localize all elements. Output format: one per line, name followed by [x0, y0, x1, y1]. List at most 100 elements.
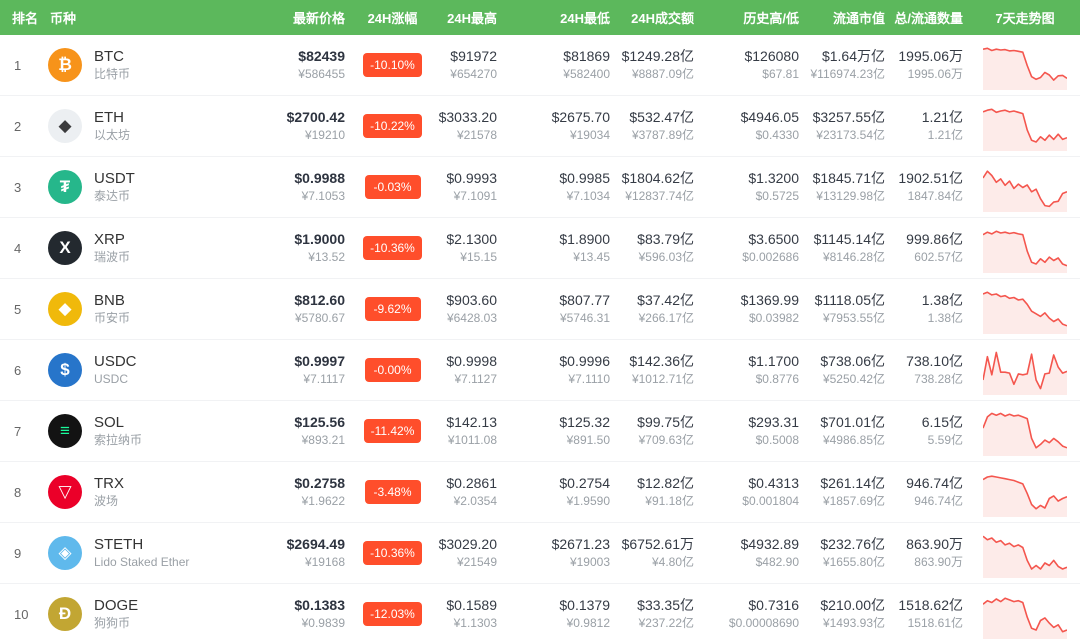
- table-row[interactable]: 9 ◈ STETH Lido Staked Ether $2694.49 ¥19…: [0, 523, 1080, 584]
- high-usd: $3029.20: [438, 536, 497, 553]
- table-body: 1 ₿ BTC 比特币 $82439 ¥586455 -10.10% $9197…: [0, 35, 1080, 643]
- coin-symbol: USDT: [94, 170, 135, 188]
- coin-cell[interactable]: $ USDC USDC: [40, 352, 280, 387]
- table-row[interactable]: 3 ₮ USDT 泰达币 $0.9988 ¥7.1053 -0.03% $0.9…: [0, 157, 1080, 218]
- volume-cny: ¥4.80亿: [651, 555, 694, 570]
- high-cny: ¥15.15: [460, 250, 497, 265]
- high-usd: $91972: [450, 48, 497, 65]
- coin-cell[interactable]: Ð DOGE 狗狗币: [40, 596, 280, 631]
- marketcap-usd: $232.76亿: [820, 536, 885, 553]
- volume-cny: ¥12837.74亿: [625, 189, 694, 204]
- coin-cell[interactable]: ₿ BTC 比特币: [40, 47, 280, 82]
- table-row[interactable]: 4 X XRP 瑞波币 $1.9000 ¥13.52 -10.36% $2.13…: [0, 218, 1080, 279]
- marketcap-cny: ¥13129.98亿: [816, 189, 885, 204]
- marketcap-cell: $1118.05亿 ¥7953.55亿: [805, 290, 890, 328]
- coin-cell[interactable]: ◆ ETH 以太坊: [40, 108, 280, 143]
- volume-usd: $142.36亿: [629, 353, 694, 370]
- marketcap-usd: $3257.55亿: [812, 109, 885, 126]
- volume-usd: $37.42亿: [637, 292, 694, 309]
- table-row[interactable]: 2 ◆ ETH 以太坊 $2700.42 ¥19210 -10.22% $303…: [0, 96, 1080, 157]
- supply-total: 946.74亿: [906, 475, 963, 492]
- marketcap-usd: $261.14亿: [820, 475, 885, 492]
- low-usd: $0.2754: [559, 475, 610, 492]
- 24h-low-cell: $0.9996 ¥7.1110: [505, 351, 615, 389]
- low-usd: $2675.70: [551, 109, 610, 126]
- rank: 1: [14, 57, 22, 73]
- coin-name: 以太坊: [94, 127, 131, 142]
- 24h-high-cell: $91972 ¥654270: [435, 46, 505, 84]
- coin-cell[interactable]: ₮ USDT 泰达币: [40, 169, 280, 204]
- coin-name: 瑞波币: [94, 249, 131, 264]
- history-high: $1.3200: [748, 170, 799, 187]
- low-cny: ¥1.9590: [566, 494, 610, 509]
- coin-symbol: STETH: [94, 536, 144, 554]
- table-row[interactable]: 10 Ð DOGE 狗狗币 $0.1383 ¥0.9839 -12.03% $0…: [0, 584, 1080, 643]
- 24h-volume-cell: $37.42亿 ¥266.17亿: [615, 290, 700, 328]
- coin-cell[interactable]: ◈ STETH Lido Staked Ether: [40, 535, 280, 570]
- low-usd: $81869: [563, 48, 610, 65]
- 7d-sparkline-chart: [970, 162, 1080, 212]
- volume-usd: $12.82亿: [637, 475, 694, 492]
- 24h-high-cell: $0.1589 ¥1.1303: [435, 595, 505, 633]
- history-low: $0.5725: [755, 189, 799, 204]
- table-header: 排名 币种 最新价格 24H涨幅 24H最高 24H最低 24H成交额 历史高/…: [0, 0, 1080, 35]
- low-cny: ¥13.45: [573, 250, 610, 265]
- table-row[interactable]: 8 ▽ TRX 波场 $0.2758 ¥1.9622 -3.48% $0.286…: [0, 462, 1080, 523]
- history-high-low-cell: $1.3200 $0.5725: [700, 168, 805, 206]
- rank: 6: [14, 362, 22, 378]
- volume-cny: ¥1012.71亿: [631, 372, 694, 387]
- low-cny: ¥7.1034: [566, 189, 610, 204]
- coin-logo-icon: $: [48, 353, 82, 387]
- col-header-volume: 24H成交额: [631, 11, 694, 26]
- table-row[interactable]: 6 $ USDC USDC $0.9997 ¥7.1117 -0.00% $0.…: [0, 340, 1080, 401]
- high-cny: ¥1.1303: [453, 616, 497, 631]
- coin-cell[interactable]: ▽ TRX 波场: [40, 474, 280, 509]
- low-usd: $2671.23: [551, 536, 610, 553]
- marketcap-cny: ¥1655.80亿: [822, 555, 885, 570]
- change-cell: -11.42%: [350, 419, 435, 443]
- latest-price-cell: $0.9988 ¥7.1053: [280, 168, 350, 206]
- supply-total: 6.15亿: [921, 414, 963, 431]
- price-usd: $1.9000: [294, 231, 345, 248]
- coin-logo-icon: X: [48, 231, 82, 265]
- marketcap-cell: $210.00亿 ¥1493.93亿: [805, 595, 890, 633]
- coin-cell[interactable]: ◆ BNB 币安币: [40, 291, 280, 326]
- 7d-sparkline-chart: [970, 101, 1080, 151]
- col-header-price: 最新价格: [292, 11, 345, 26]
- high-usd: $2.1300: [446, 231, 497, 248]
- volume-usd: $99.75亿: [637, 414, 694, 431]
- coin-logo-icon: ₿: [48, 48, 82, 82]
- coin-symbol: TRX: [94, 475, 124, 493]
- history-high: $0.4313: [748, 475, 799, 492]
- volume-cny: ¥3787.89亿: [631, 128, 694, 143]
- coin-logo-icon: ▽: [48, 475, 82, 509]
- coin-logo-icon: ◆: [48, 292, 82, 326]
- rank: 4: [14, 240, 22, 256]
- table-row[interactable]: 5 ◆ BNB 币安币 $812.60 ¥5780.67 -9.62% $903…: [0, 279, 1080, 340]
- coin-name: 波场: [94, 493, 119, 508]
- price-cny: ¥19210: [304, 128, 345, 143]
- coin-name: 币安币: [94, 310, 131, 325]
- price-cny: ¥7.1117: [303, 372, 345, 387]
- change-badge: -9.62%: [364, 297, 421, 321]
- table-row[interactable]: 1 ₿ BTC 比特币 $82439 ¥586455 -10.10% $9197…: [0, 35, 1080, 96]
- table-row[interactable]: 7 ≡ SOL 索拉纳币 $125.56 ¥893.21 -11.42% $14…: [0, 401, 1080, 462]
- 24h-low-cell: $2675.70 ¥19034: [505, 107, 615, 145]
- marketcap-usd: $701.01亿: [820, 414, 885, 431]
- coin-cell[interactable]: X XRP 瑞波币: [40, 230, 280, 265]
- history-high: $1369.99: [740, 292, 799, 309]
- change-cell: -10.36%: [350, 236, 435, 260]
- change-badge: -12.03%: [363, 602, 422, 626]
- 7d-sparkline-chart: [970, 467, 1080, 517]
- coin-cell[interactable]: ≡ SOL 索拉纳币: [40, 413, 280, 448]
- marketcap-cell: $1145.14亿 ¥8146.28亿: [805, 229, 890, 267]
- supply-cell: 1.38亿 1.38亿: [890, 290, 970, 328]
- supply-cell: 1995.06万 1995.06万: [890, 46, 970, 84]
- high-usd: $0.2861: [446, 475, 497, 492]
- 24h-volume-cell: $12.82亿 ¥91.18亿: [615, 473, 700, 511]
- coin-symbol: SOL: [94, 414, 125, 432]
- high-usd: $0.9998: [446, 353, 497, 370]
- history-high: $126080: [744, 48, 799, 65]
- col-header-change: 24H涨幅: [367, 11, 418, 26]
- 24h-high-cell: $0.2861 ¥2.0354: [435, 473, 505, 511]
